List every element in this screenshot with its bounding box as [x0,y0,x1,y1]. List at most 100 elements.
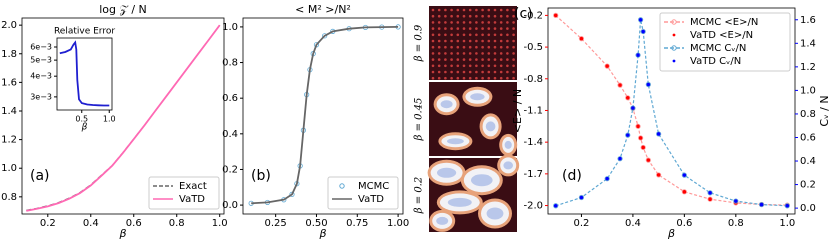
spin-dot [468,64,472,68]
spin-dot [431,64,435,68]
spin-dot [475,21,478,24]
spin-dot [437,70,441,74]
spin-dot [468,14,472,18]
spin-dot [499,76,503,80]
y-tick-label: -1.1 [523,105,543,116]
spin-dot [456,64,460,68]
panel-label: (d) [562,168,582,184]
spin-dot [499,33,503,37]
y-tick-label: 6e−3 [30,43,52,52]
spin-dot [462,64,466,68]
spin-dot [506,76,509,80]
data-marker [681,189,687,195]
data-dot [638,17,643,22]
spin-dot [431,52,435,55]
spin-dot [431,14,435,18]
data-marker [707,196,713,202]
spin-domain-core [486,207,504,220]
data-dot [638,136,643,140]
legend-swatch [672,59,676,63]
spin-dot [456,14,460,18]
spin-dot [437,39,441,43]
legend-swatch [671,45,677,51]
spin-dot [437,14,441,18]
spin-dot [506,21,509,24]
y2-tick-label: 0.4 [800,156,816,167]
spin-dot [437,52,441,55]
spin-dot [499,21,503,24]
spin-dot [444,70,447,74]
data-marker [617,156,623,162]
spin-dot [450,45,453,49]
spin-dot [456,76,460,80]
x-axis-label: β [81,123,88,133]
data-dot [646,82,651,87]
y2-tick-label: 1.2 [800,62,816,73]
data-marker [578,36,585,42]
spin-dot [450,14,453,18]
spin-dot [450,27,453,30]
panel-label: (a) [30,168,50,184]
spin-dot [468,45,472,49]
spin-dot [462,70,466,74]
data-marker [630,105,636,111]
spin-dot [475,39,478,43]
spin-dot [475,45,478,49]
spin-dot [468,21,472,24]
spin-dot [431,45,435,49]
data-marker [656,131,662,137]
spin-dot [512,21,515,24]
y-axis-label: <E> / N [511,89,524,133]
spin-dot [456,58,460,61]
series-group [553,12,790,209]
spin-dot [506,45,509,49]
y-tick-label: -1.7 [523,169,543,180]
y-tick-label: 0.4 [222,129,238,140]
legend-swatch [671,19,677,25]
spin-dot [462,45,466,49]
spin-dot [468,33,472,37]
spin-dot [444,8,447,12]
spin-dot [431,76,435,80]
data-marker [656,172,662,178]
spin-dot [450,70,453,74]
spin-dot [481,52,484,55]
series-line [555,19,788,207]
spin-dot [512,58,515,61]
data-marker [638,135,644,141]
data-dot [605,64,609,68]
data-dot [785,203,790,208]
data-dot [682,173,687,177]
data-marker [553,203,559,209]
spin-dot [487,58,491,61]
spin-dot [456,33,460,37]
x-tick-label: 1.0 [212,218,228,229]
spin-dot [462,33,466,37]
legend-swatch [672,33,676,37]
spin-dot [481,70,484,74]
data-marker [625,95,631,101]
data-dot [605,176,609,181]
spin-dot [481,39,484,43]
legend-label: MCMC <E>/N [690,17,758,28]
spin-dot [506,64,509,68]
spin-dot [444,14,447,18]
x-tick-label: 1.00 [387,218,409,229]
data-dot [708,191,712,195]
spin-dot [499,70,503,74]
spin-dot [487,27,491,30]
legend-label: VaTD <E>/N [690,30,753,41]
spin-dot [512,52,515,55]
y-tick-label: 0.6 [222,93,238,104]
data-marker [635,123,641,129]
x-tick-label: 0.5 [75,115,88,124]
y2-tick-label: 1.4 [800,38,816,49]
y2-tick-label: 1.0 [800,85,816,96]
x-tick-label: 0.8 [728,218,744,229]
spin-dot [481,27,484,30]
chart-title: < M² >/N² [295,3,351,16]
spin-dot [468,27,472,30]
spin-dot [512,70,515,74]
data-dot [734,199,738,203]
data-dot [618,83,622,87]
